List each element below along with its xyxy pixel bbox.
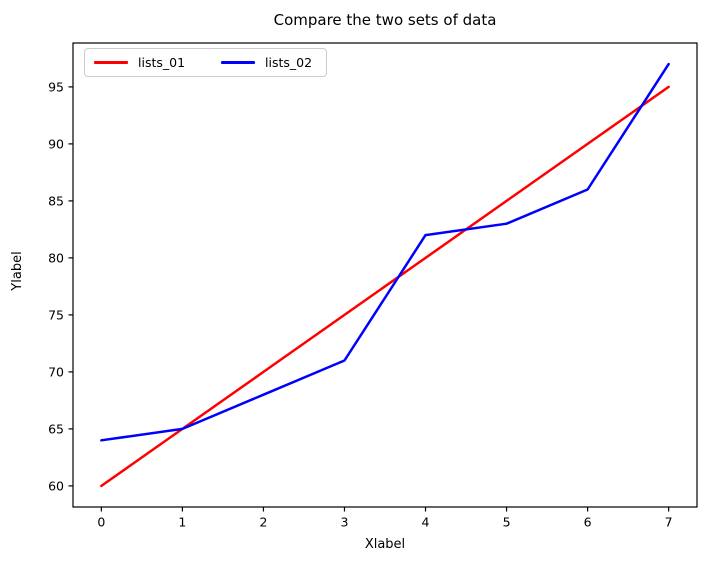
y-tick-label: 70 (48, 364, 64, 379)
series-line-lists_01 (100, 85, 670, 488)
y-tick-label: 95 (48, 79, 64, 94)
y-axis-label: Ylabel (10, 251, 25, 291)
x-tick-label: 1 (178, 515, 186, 530)
x-tick-label: 5 (503, 515, 511, 530)
chart-title: Compare the two sets of data (273, 11, 497, 29)
y-tick-label: 80 (48, 250, 64, 265)
x-tick-label: 2 (259, 515, 267, 530)
x-tick-label: 3 (341, 515, 349, 530)
y-tick-label: 85 (48, 193, 64, 208)
y-tick-label: 75 (48, 307, 64, 322)
x-tick-label: 7 (665, 515, 673, 530)
y-tick-label: 60 (48, 478, 64, 493)
legend-entry-lists-02: lists_02 (221, 55, 312, 70)
x-tick-label: 6 (584, 515, 592, 530)
legend-entry-lists-01: lists_01 (94, 55, 185, 70)
legend-line-swatch-red (94, 61, 128, 64)
legend-label: lists_01 (138, 55, 186, 70)
x-axis-label: Xlabel (364, 537, 406, 552)
legend-label: lists_02 (265, 55, 313, 70)
x-tick-label: 4 (422, 515, 430, 530)
legend: lists_01 lists_02 (84, 48, 328, 77)
x-tick-label: 0 (97, 515, 105, 530)
series-line-lists_02 (100, 62, 670, 442)
y-tick-label: 65 (48, 421, 64, 436)
axes-spines (72, 42, 698, 508)
y-tick-label: 90 (48, 136, 64, 151)
legend-line-swatch-blue (221, 61, 256, 64)
